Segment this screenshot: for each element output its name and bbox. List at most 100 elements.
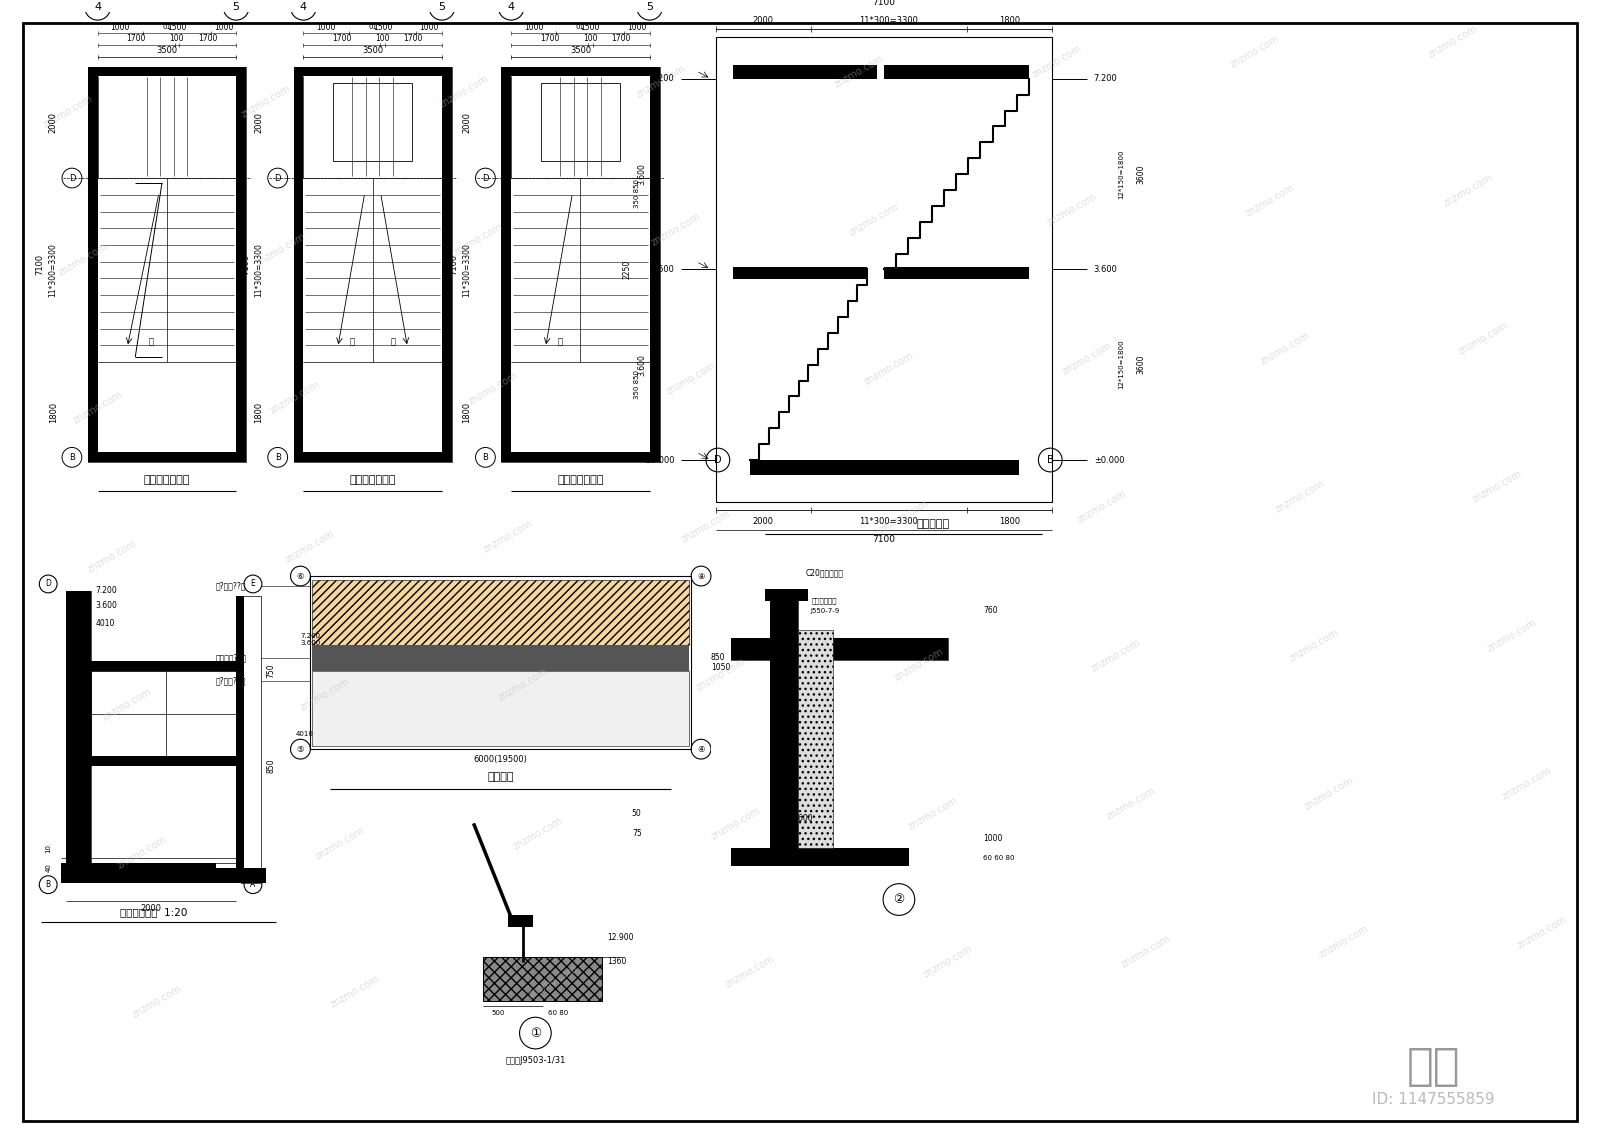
Text: 上: 上 — [390, 338, 395, 347]
Text: 12*150=1800: 12*150=1800 — [1118, 149, 1125, 199]
Text: znzmo.com: znzmo.com — [453, 222, 506, 258]
Bar — [650, 67, 659, 463]
Bar — [312, 580, 690, 646]
Text: 1000: 1000 — [110, 23, 130, 32]
Text: znzmo.com: znzmo.com — [1470, 469, 1523, 506]
Text: 3600: 3600 — [653, 354, 661, 375]
Bar — [293, 67, 451, 463]
Text: znzmo.com: znzmo.com — [1442, 172, 1494, 208]
Text: 7.200
3.600: 7.200 3.600 — [301, 633, 320, 646]
Text: 850: 850 — [266, 759, 275, 774]
Text: 11*300=3300: 11*300=3300 — [48, 243, 58, 297]
Text: （南）北阳台  1:20: （南）北阳台 1:20 — [120, 907, 187, 917]
Text: 1360: 1360 — [606, 957, 627, 966]
Text: znzmo.com: znzmo.com — [467, 370, 520, 406]
Text: 1700: 1700 — [333, 34, 352, 43]
Text: ④: ④ — [698, 744, 706, 753]
Bar — [66, 757, 242, 766]
Text: 1000: 1000 — [419, 23, 438, 32]
Text: B: B — [46, 880, 51, 889]
Text: 3600: 3600 — [653, 164, 661, 184]
Text: B: B — [483, 452, 488, 461]
Text: E: E — [251, 579, 256, 588]
Text: 3.600: 3.600 — [96, 602, 117, 611]
Text: 60 60 80: 60 60 80 — [982, 855, 1014, 861]
Text: 知末: 知末 — [1406, 1045, 1459, 1088]
Text: znzmo.com: znzmo.com — [709, 805, 762, 841]
Text: 4: 4 — [507, 2, 515, 12]
Text: 11*300=3300: 11*300=3300 — [254, 243, 264, 297]
Text: znzmo.com: znzmo.com — [848, 201, 901, 239]
Text: znzmo.com: znzmo.com — [42, 93, 94, 129]
Text: 1500: 1500 — [373, 23, 392, 32]
Text: 阳台立面: 阳台立面 — [488, 771, 514, 782]
Text: 1700: 1700 — [611, 34, 630, 43]
Bar — [733, 267, 867, 279]
Text: 4: 4 — [94, 2, 101, 12]
Text: 1700: 1700 — [198, 34, 218, 43]
Text: 12*150=1800: 12*150=1800 — [1118, 340, 1125, 389]
Text: 3500: 3500 — [570, 46, 590, 55]
Bar — [501, 67, 659, 463]
Text: 1000: 1000 — [627, 23, 646, 32]
Text: znzmo.com: znzmo.com — [1258, 330, 1310, 366]
Text: znzmo.com: znzmo.com — [115, 835, 168, 871]
Text: 100: 100 — [376, 34, 390, 43]
Text: znzmo.com: znzmo.com — [1318, 924, 1371, 960]
Text: 1800: 1800 — [998, 517, 1021, 526]
Text: znzmo.com: znzmo.com — [893, 647, 946, 683]
Text: znzmo.com: znzmo.com — [1061, 340, 1114, 377]
Text: 1800: 1800 — [254, 402, 264, 423]
Text: znzmo.com: znzmo.com — [922, 943, 974, 979]
Bar — [501, 67, 659, 463]
Bar — [770, 590, 798, 863]
Text: znzmo.com: znzmo.com — [1030, 43, 1083, 80]
Bar — [501, 67, 510, 463]
Text: 760: 760 — [982, 606, 998, 615]
Text: 详见苏J9503-1/31: 详见苏J9503-1/31 — [506, 1056, 565, 1065]
Text: 屋面防水做法: 屋面防水做法 — [811, 597, 837, 604]
Text: 11*300=3300: 11*300=3300 — [462, 243, 470, 297]
Text: 1800: 1800 — [48, 402, 58, 423]
Bar — [443, 784, 627, 1011]
Bar — [333, 84, 413, 162]
Bar — [731, 638, 949, 661]
Text: ⑤: ⑤ — [296, 744, 304, 753]
Bar — [715, 37, 1053, 502]
Text: znzmo.com: znzmo.com — [437, 74, 490, 110]
Bar — [731, 848, 909, 866]
Bar — [710, 581, 1008, 878]
Text: 500: 500 — [491, 1010, 506, 1017]
Text: B: B — [1046, 455, 1054, 465]
Text: znzmo.com: znzmo.com — [650, 211, 702, 248]
Text: 50: 50 — [632, 809, 642, 818]
Text: 2000: 2000 — [462, 112, 470, 132]
Text: D: D — [714, 455, 722, 465]
Text: 下: 下 — [349, 338, 355, 347]
Text: znzmo.com: znzmo.com — [1501, 766, 1554, 802]
Text: znzmo.com: znzmo.com — [314, 824, 366, 862]
Text: znzmo.com: znzmo.com — [283, 528, 336, 564]
Text: 5: 5 — [646, 2, 653, 12]
Bar — [61, 867, 266, 882]
Bar — [733, 64, 877, 79]
Text: 2250: 2250 — [622, 260, 632, 279]
Text: D: D — [69, 173, 75, 182]
Text: 75: 75 — [632, 829, 642, 838]
Bar — [293, 67, 451, 77]
Bar — [293, 452, 451, 463]
Text: znzmo.com: znzmo.com — [1229, 34, 1282, 70]
Text: ⑧: ⑧ — [698, 571, 706, 580]
Text: 5: 5 — [438, 2, 445, 12]
Text: 7100: 7100 — [35, 253, 45, 275]
Bar — [88, 67, 246, 77]
Text: 7100: 7100 — [242, 253, 251, 275]
Bar — [501, 452, 659, 463]
Bar — [770, 590, 798, 863]
Text: 7.200: 7.200 — [1094, 75, 1117, 84]
Text: znzmo.com: znzmo.com — [1486, 618, 1539, 654]
Text: 01: 01 — [368, 24, 378, 31]
Text: znzmo.com: znzmo.com — [299, 676, 352, 713]
Text: znzmo.com: znzmo.com — [877, 499, 930, 535]
Text: znzmo.com: znzmo.com — [131, 983, 184, 1019]
